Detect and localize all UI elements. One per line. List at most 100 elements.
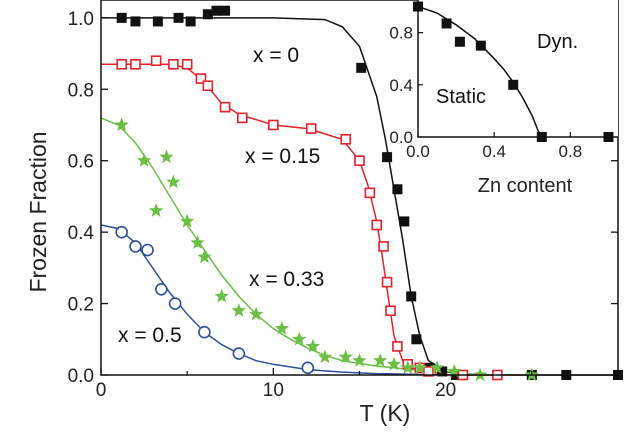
main-point-2-0 — [114, 117, 129, 132]
main-point-2-7 — [197, 249, 212, 264]
main-point-3-6 — [232, 347, 246, 360]
main-point-3-0 — [115, 225, 128, 239]
main-point-1-0 — [116, 58, 127, 70]
main-point-2-22 — [447, 363, 462, 378]
main-point-3-3 — [155, 282, 168, 296]
main-point-1-13 — [364, 187, 376, 199]
main-point-1-7 — [219, 101, 231, 113]
main-point-1-2 — [150, 55, 162, 67]
main-point-1-12 — [354, 155, 365, 167]
x-tick-label: 0 — [96, 380, 107, 401]
main-point-1-9 — [268, 119, 279, 131]
inset-point-0-2 — [454, 36, 465, 47]
main-point-3-7 — [301, 361, 315, 375]
main-point-3-5 — [198, 325, 211, 339]
main-point-2-1 — [137, 153, 152, 167]
main-point-2-11 — [274, 321, 290, 335]
inset-y-tick-label: 0.0 — [389, 128, 413, 147]
series-label-x0: x = 0 — [253, 44, 299, 67]
series-label-x015: x = 0.15 — [245, 145, 320, 168]
inset-x-tick-label: 0.4 — [482, 142, 506, 161]
main-point-0-13 — [411, 334, 422, 345]
main-point-1-15 — [378, 241, 389, 252]
y-tick-label: 0.6 — [68, 152, 94, 173]
main-point-1-6 — [202, 80, 214, 92]
main-point-0-5 — [202, 9, 213, 20]
main-point-0-3 — [173, 12, 184, 23]
main-point-2-4 — [166, 174, 181, 189]
main-point-2-6 — [190, 235, 205, 249]
main-point-2-2 — [149, 203, 164, 217]
main-point-0-15 — [437, 366, 448, 377]
main-point-2-16 — [352, 353, 367, 367]
inset-label-dynamic: Dyn. — [537, 31, 578, 53]
main-point-2-18 — [386, 356, 402, 371]
main-point-0-2 — [152, 16, 163, 27]
main-point-2-13 — [305, 338, 321, 353]
main-point-1-8 — [237, 112, 248, 124]
inset-plot: 0.0 0.4 0.8 0.0 0.4 0.8 Dyn. Static Zn conten… — [389, 0, 618, 197]
main-point-1-10 — [305, 123, 317, 134]
y-tick-label: 0.2 — [68, 295, 94, 316]
inset-x-tick-label: 0.8 — [559, 142, 583, 161]
main-plot: 0 10 20 0.0 0.2 0.4 0.6 0.8 1.0 T (K) Frozen Fra… — [25, 0, 623, 426]
main-point-3-2 — [141, 243, 154, 257]
main-point-1-1 — [130, 58, 141, 70]
main-point-1-17 — [385, 305, 396, 317]
y-tick-label: 0.8 — [68, 80, 94, 101]
main-point-0-7 — [220, 5, 231, 16]
main-point-3-4 — [168, 297, 182, 310]
series-label-x05: x = 0.5 — [118, 324, 182, 347]
inset-y-tick-label: 0.4 — [389, 76, 413, 95]
main-point-2-9 — [231, 303, 246, 317]
main-point-3-1 — [129, 240, 142, 253]
main-point-0-12 — [406, 291, 417, 302]
main-point-2-5 — [180, 213, 195, 228]
x-axis-title: T (K) — [360, 400, 411, 426]
main-point-0-0 — [116, 12, 127, 23]
main-point-1-11 — [340, 133, 352, 145]
main-point-0-4 — [185, 16, 196, 27]
main-point-2-15 — [338, 349, 353, 364]
main-axis-ticks: 0 10 20 0.0 0.2 0.4 0.6 0.8 1.0 — [68, 9, 618, 401]
main-point-0-10 — [392, 184, 403, 195]
x-tick-label: 20 — [435, 380, 456, 401]
main-point-2-3 — [159, 149, 174, 164]
main-point-0-11 — [399, 216, 410, 227]
main-point-1-16 — [381, 276, 393, 288]
main-point-2-10 — [249, 306, 264, 321]
main-point-0-8 — [356, 62, 367, 73]
main-point-1-3 — [168, 58, 179, 70]
inset-label-static: Static — [436, 86, 486, 108]
inset-x-axis-title: Zn content — [478, 175, 573, 197]
y-tick-label: 1.0 — [68, 9, 94, 30]
main-point-2-8 — [214, 288, 229, 303]
main-point-0-6 — [211, 5, 222, 16]
y-tick-label: 0.0 — [68, 366, 94, 387]
y-axis-title: Frozen Fraction — [25, 131, 51, 292]
main-point-1-18 — [392, 341, 403, 352]
main-point-2-14 — [317, 349, 333, 364]
x-tick-label: 10 — [263, 380, 284, 401]
inset-point-0-1 — [441, 18, 452, 29]
y-tick-label: 0.4 — [68, 223, 95, 244]
main-point-0-1 — [130, 16, 141, 27]
main-point-2-21 — [429, 360, 445, 374]
main-point-2-17 — [373, 353, 388, 367]
inset-axis-ticks: 0.0 0.4 0.8 0.0 0.4 0.8 — [389, 24, 582, 161]
inset-x-tick-label: 0.0 — [406, 142, 430, 161]
main-point-1-14 — [371, 219, 383, 231]
main-point-2-12 — [292, 331, 307, 346]
main-fit-curve-3 — [100, 224, 446, 376]
main-point-1-21 — [423, 366, 434, 377]
inset-point-0-4 — [508, 79, 519, 90]
inset-point-0-3 — [475, 40, 486, 51]
inset-y-tick-label: 0.8 — [389, 24, 413, 43]
main-point-0-9 — [382, 152, 393, 163]
main-point-2-20 — [412, 360, 427, 374]
series-label-x033: x = 0.33 — [249, 268, 324, 291]
main-point-2-19 — [400, 360, 415, 374]
main-point-1-4 — [181, 58, 193, 70]
main-point-1-5 — [195, 73, 207, 84]
